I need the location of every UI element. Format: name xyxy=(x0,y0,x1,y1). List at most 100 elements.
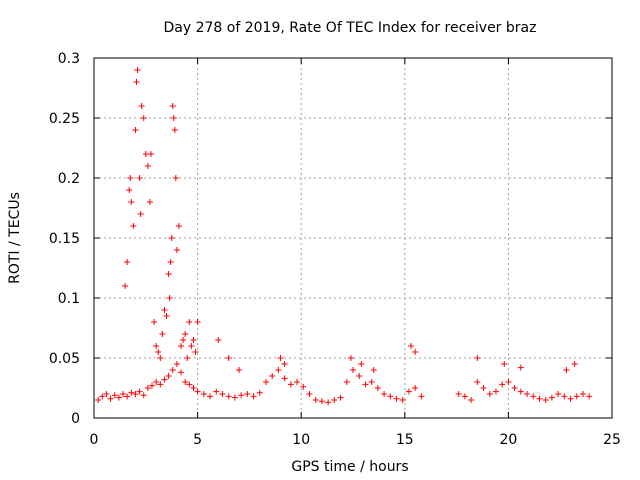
data-point xyxy=(127,175,134,181)
data-point xyxy=(492,388,499,395)
data-point xyxy=(524,391,531,397)
data-point xyxy=(312,397,319,403)
data-point xyxy=(130,223,137,229)
data-point xyxy=(146,199,153,205)
data-point xyxy=(408,343,415,349)
axis-ticks: 0 5 10 15 20 25 0 0.05 0.1 0.15 0.2 0.25 0.3 xyxy=(49,51,621,448)
data-point xyxy=(192,349,199,355)
data-point xyxy=(142,151,149,157)
data-point xyxy=(231,394,238,401)
data-point xyxy=(250,393,257,400)
data-point xyxy=(107,395,114,402)
data-point xyxy=(277,355,284,361)
data-point xyxy=(124,393,131,400)
data-point xyxy=(287,381,294,388)
data-point xyxy=(194,388,201,395)
data-point xyxy=(347,355,354,361)
data-point xyxy=(134,67,141,73)
data-point xyxy=(238,392,245,399)
data-point xyxy=(133,79,140,85)
data-point xyxy=(501,361,508,367)
data-point xyxy=(167,259,174,265)
data-point xyxy=(350,367,356,373)
data-point xyxy=(151,319,158,325)
data-point xyxy=(159,331,166,337)
data-point xyxy=(499,381,506,388)
y-tick-label: 0.1 xyxy=(58,291,80,307)
data-point xyxy=(281,361,288,367)
data-point xyxy=(136,388,143,395)
data-point xyxy=(173,247,180,253)
data-point xyxy=(542,397,549,403)
data-point xyxy=(337,394,344,401)
data-point xyxy=(144,385,151,391)
data-point xyxy=(586,393,593,400)
data-point xyxy=(244,391,251,397)
chart-title: Day 278 of 2019, Rate Of TEC Index for r… xyxy=(164,20,537,36)
data-point xyxy=(573,393,580,400)
data-point xyxy=(567,395,574,402)
x-tick-label: 10 xyxy=(292,432,310,448)
y-tick-label: 0 xyxy=(71,411,80,427)
data-point xyxy=(480,385,487,391)
data-point xyxy=(517,388,524,395)
data-point xyxy=(381,391,388,397)
x-tick-label: 0 xyxy=(90,432,99,448)
data-point xyxy=(236,367,243,373)
data-point xyxy=(194,319,201,325)
data-point xyxy=(511,385,518,391)
data-point xyxy=(171,127,178,133)
y-tick-label: 0.3 xyxy=(58,51,80,67)
data-point xyxy=(362,381,369,388)
data-point xyxy=(140,115,147,121)
data-point xyxy=(186,381,193,388)
data-point xyxy=(155,349,162,355)
data-point xyxy=(207,393,214,400)
data-point xyxy=(161,307,168,313)
data-point xyxy=(412,349,419,355)
data-point xyxy=(166,295,173,301)
data-point xyxy=(138,103,145,109)
grid-lines xyxy=(94,58,612,418)
data-point xyxy=(147,151,154,157)
data-point xyxy=(294,379,301,385)
data-point xyxy=(215,337,222,343)
data-point xyxy=(468,397,475,403)
data-point xyxy=(103,391,110,397)
x-tick-label: 15 xyxy=(396,432,414,448)
data-point xyxy=(132,127,139,133)
data-point xyxy=(157,381,164,388)
data-point xyxy=(124,259,131,265)
data-point xyxy=(115,394,122,401)
data-point xyxy=(173,361,180,367)
data-point xyxy=(563,367,570,373)
data-point xyxy=(387,393,394,400)
data-point xyxy=(178,369,185,376)
data-point xyxy=(281,375,288,382)
data-point xyxy=(165,373,172,379)
y-tick-label: 0.2 xyxy=(58,171,80,187)
data-point xyxy=(128,199,135,205)
data-point xyxy=(178,343,185,349)
data-point xyxy=(275,367,282,373)
data-point xyxy=(517,364,524,371)
x-tick-label: 25 xyxy=(603,432,621,448)
data-point xyxy=(225,393,232,400)
data-point xyxy=(325,399,332,406)
data-point xyxy=(182,331,189,337)
data-point xyxy=(356,373,363,379)
data-point xyxy=(188,343,195,349)
data-point xyxy=(153,379,160,385)
data-point xyxy=(269,373,276,379)
data-point xyxy=(126,187,133,193)
data-point xyxy=(169,103,176,109)
data-point xyxy=(165,271,172,277)
data-point xyxy=(306,391,313,397)
data-point xyxy=(137,211,144,217)
data-point xyxy=(169,367,176,373)
data-point xyxy=(486,391,493,397)
data-point xyxy=(368,379,375,385)
y-tick-label: 0.05 xyxy=(49,351,80,367)
data-point xyxy=(153,343,160,349)
data-point xyxy=(184,355,191,361)
